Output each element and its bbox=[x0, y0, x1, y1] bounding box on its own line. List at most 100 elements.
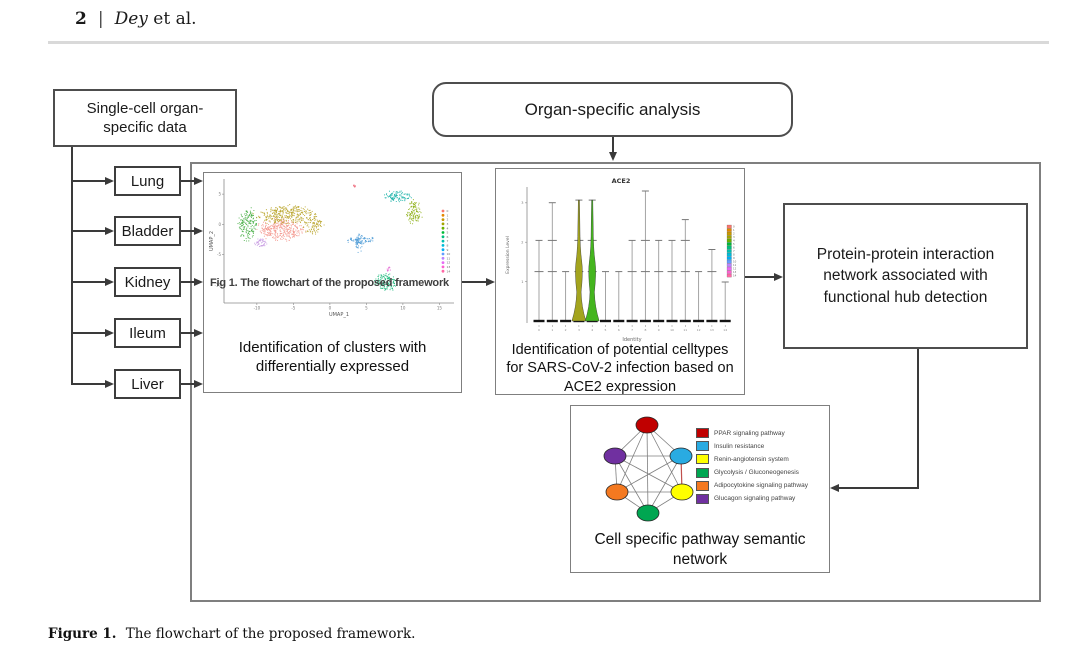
figure-caption-label: Figure 1. bbox=[48, 626, 117, 642]
svg-text:4: 4 bbox=[447, 226, 449, 230]
organ-box-lung: Lung bbox=[114, 166, 181, 196]
svg-text:12: 12 bbox=[697, 328, 701, 332]
legend-label: Insulin resistance bbox=[714, 442, 765, 450]
ppi-line2: network associated with bbox=[823, 267, 988, 285]
arrowhead bbox=[105, 176, 114, 185]
source-data-box: Single-cell organ- specific data bbox=[53, 89, 237, 147]
arrow-line bbox=[612, 137, 614, 152]
organ-label: Lung bbox=[130, 172, 165, 190]
svg-text:6: 6 bbox=[447, 235, 449, 239]
svg-text:7: 7 bbox=[447, 239, 449, 243]
page-number: 2 bbox=[75, 9, 87, 29]
svg-text:10: 10 bbox=[400, 306, 406, 311]
umap-plot: -10 -5 0 5 10 1550-5-10UMAP_1UMAP_20123456789… bbox=[209, 179, 454, 318]
svg-text:3: 3 bbox=[733, 235, 735, 239]
svg-text:9: 9 bbox=[733, 256, 735, 260]
legend-swatch bbox=[696, 467, 709, 478]
arrow-line bbox=[181, 180, 195, 182]
svg-text:0: 0 bbox=[218, 222, 221, 227]
arrow-line bbox=[181, 332, 195, 334]
svg-text:Identity: Identity bbox=[622, 337, 641, 343]
arrowhead bbox=[105, 328, 114, 337]
svg-text:10: 10 bbox=[733, 260, 737, 264]
header-rule bbox=[48, 41, 1049, 44]
arrowhead bbox=[608, 152, 617, 161]
svg-text:9: 9 bbox=[447, 248, 449, 252]
legend-label: Glycolysis / Gluconeogenesis bbox=[714, 469, 799, 477]
svg-text:6: 6 bbox=[733, 246, 735, 250]
umap-overlay-text: Fig 1. The flowchart of the proposed fra… bbox=[210, 277, 449, 289]
svg-text:-5: -5 bbox=[217, 252, 221, 257]
svg-text:5: 5 bbox=[365, 306, 368, 311]
svg-text:-10: -10 bbox=[254, 306, 261, 311]
svg-text:2: 2 bbox=[733, 232, 735, 236]
svg-text:9: 9 bbox=[658, 328, 660, 332]
svg-text:6: 6 bbox=[618, 328, 620, 332]
network-caption: Cell specific pathway semantic network bbox=[594, 531, 806, 568]
svg-text:0: 0 bbox=[538, 328, 540, 332]
svg-text:10: 10 bbox=[670, 328, 674, 332]
organ-label: Bladder bbox=[121, 222, 174, 240]
arrow-line bbox=[72, 332, 105, 334]
ppi-line3: functional hub detection bbox=[823, 288, 988, 306]
organ-label: Kidney bbox=[124, 273, 171, 291]
svg-text:0: 0 bbox=[329, 306, 332, 311]
organ-box-bladder: Bladder bbox=[114, 216, 181, 246]
svg-text:5: 5 bbox=[447, 231, 449, 235]
svg-text:13: 13 bbox=[447, 265, 451, 269]
arrow-line bbox=[72, 230, 105, 232]
svg-text:3: 3 bbox=[578, 328, 580, 332]
svg-text:-10: -10 bbox=[214, 282, 221, 287]
svg-text:11: 11 bbox=[447, 256, 451, 260]
arrowhead bbox=[486, 277, 495, 286]
arrowhead bbox=[194, 176, 203, 185]
svg-text:15: 15 bbox=[437, 306, 443, 311]
legend-label: Adipocytokine signaling pathway bbox=[714, 482, 808, 490]
legend-swatch bbox=[696, 454, 709, 465]
legend-label: Glucagon signaling pathway bbox=[714, 495, 796, 503]
svg-text:2: 2 bbox=[447, 218, 449, 222]
svg-text:11: 11 bbox=[683, 328, 687, 332]
organ-box-ileum: Ileum bbox=[114, 318, 181, 348]
svg-text:UMAP_1: UMAP_1 bbox=[329, 312, 349, 318]
organ-box-kidney: Kidney bbox=[114, 267, 181, 297]
network-legend-row: PPAR signaling pathway bbox=[696, 428, 808, 438]
svg-text:5: 5 bbox=[733, 242, 735, 246]
ppi-line1: Protein-protein interaction bbox=[816, 245, 995, 263]
svg-text:Expression Level: Expression Level bbox=[505, 236, 511, 274]
arrowhead bbox=[194, 328, 203, 337]
authors: Dey et al. bbox=[114, 9, 197, 29]
svg-text:14: 14 bbox=[733, 274, 737, 278]
pathway-network-panel: PPAR signaling pathway Insulin resistanc… bbox=[570, 405, 830, 573]
arrowhead bbox=[194, 226, 203, 235]
svg-text:12: 12 bbox=[733, 267, 737, 271]
ppi-box: Protein-protein interaction network asso… bbox=[783, 203, 1028, 349]
svg-text:1: 1 bbox=[733, 228, 735, 232]
svg-text:4: 4 bbox=[733, 239, 735, 243]
svg-text:13: 13 bbox=[733, 270, 737, 274]
legend-swatch bbox=[696, 441, 709, 452]
arrow-line bbox=[72, 180, 105, 182]
arrowhead bbox=[105, 226, 114, 235]
svg-text:1: 1 bbox=[447, 213, 449, 217]
network-legend-row: Renin-angiotensin system bbox=[696, 454, 808, 465]
svg-text:8: 8 bbox=[447, 244, 449, 248]
arrow-line bbox=[181, 230, 195, 232]
arrow-line bbox=[839, 487, 919, 489]
arrowhead bbox=[830, 483, 839, 492]
organ-specific-analysis-box: Organ-specific analysis bbox=[432, 82, 793, 137]
arrow-line bbox=[917, 349, 919, 489]
svg-text:5: 5 bbox=[605, 328, 607, 332]
umap-panel: -10 -5 0 5 10 15 5 0 -5 -10 UMAP_1 UMAP_2 0 1 2 3 4 5 6 7 8 9… bbox=[203, 172, 462, 393]
svg-text:13: 13 bbox=[710, 328, 714, 332]
svg-text:2: 2 bbox=[565, 328, 567, 332]
arrow-line bbox=[745, 276, 774, 278]
svg-text:7: 7 bbox=[733, 249, 735, 253]
legend-swatch bbox=[696, 480, 709, 491]
figure-caption: Figure 1. The flowchart of the proposed … bbox=[48, 626, 415, 642]
svg-text:3: 3 bbox=[447, 222, 449, 226]
svg-text:14: 14 bbox=[447, 269, 451, 273]
arrow-line bbox=[181, 281, 195, 283]
